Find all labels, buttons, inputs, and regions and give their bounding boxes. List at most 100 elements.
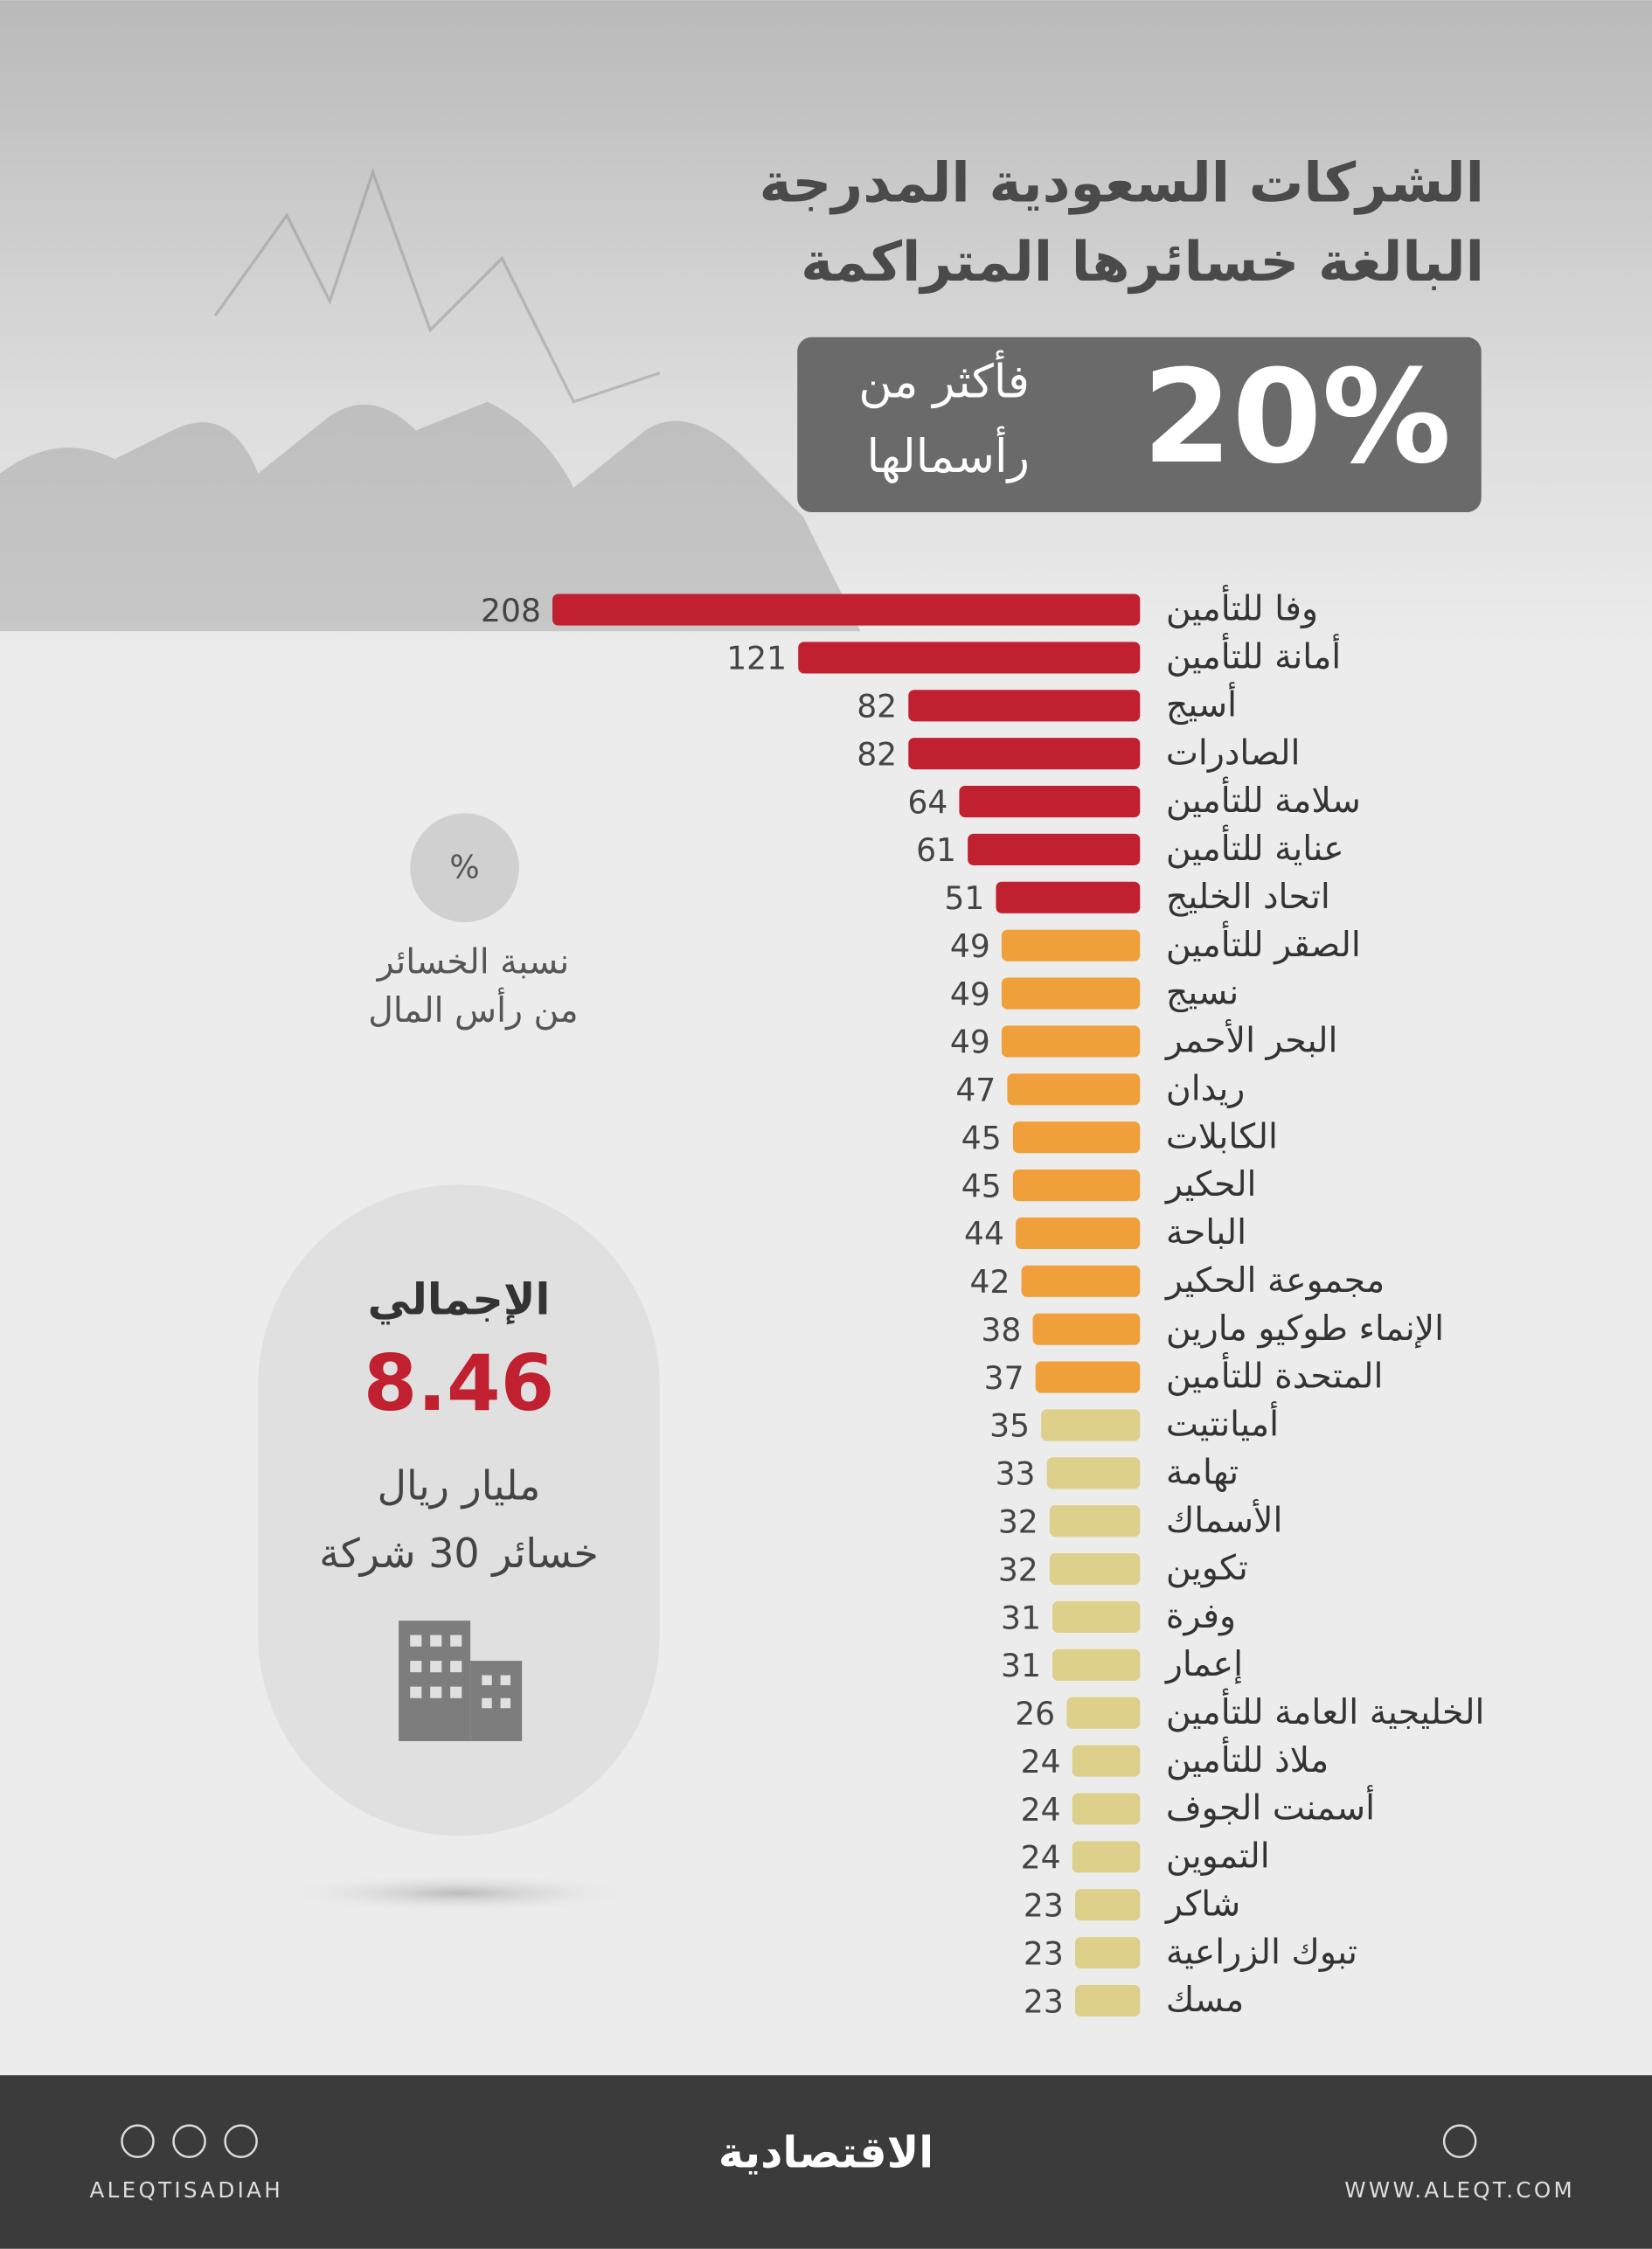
- value-label: 82: [857, 736, 897, 773]
- category-label: إعمار: [1164, 1644, 1243, 1684]
- bar-chart: 208 وفا للتأمين 121 أمانة للتأمين 82 أسيج 82 ال…: [481, 586, 1484, 2021]
- value-label: 44: [964, 1216, 1004, 1253]
- title-line: الشركات السعودية المدرجة: [760, 151, 1484, 215]
- value-label: 208: [481, 593, 541, 629]
- bar: [996, 881, 1141, 913]
- value-label: 23: [1024, 1983, 1064, 2020]
- header-background: [0, 0, 1652, 660]
- category-label: شاكر: [1164, 1884, 1240, 1924]
- category-label: عناية للتأمين: [1166, 825, 1344, 869]
- value-label: 61: [916, 832, 956, 869]
- value-label: 24: [1021, 1744, 1061, 1780]
- value-label: 51: [944, 880, 984, 917]
- category-label: تهامة: [1166, 1452, 1239, 1492]
- bar: [1072, 1841, 1141, 1873]
- bar: [1072, 1793, 1141, 1825]
- bar: [798, 642, 1141, 674]
- category-label: أسمنت الجوف: [1166, 1786, 1375, 1829]
- total-shadow: [272, 1872, 646, 1913]
- category-label: نسيج: [1166, 973, 1239, 1013]
- value-label: 32: [998, 1503, 1038, 1540]
- category-label: ملاذ للتأمين: [1166, 1737, 1329, 1780]
- bar: [1012, 1121, 1141, 1154]
- value-label: 32: [998, 1551, 1038, 1588]
- bar: [1001, 977, 1141, 1010]
- category-label: وفرة: [1166, 1596, 1236, 1636]
- value-label: 31: [1001, 1600, 1041, 1636]
- value-label: 64: [907, 784, 947, 821]
- value-label: 23: [1024, 1935, 1064, 1972]
- value-label: 24: [1021, 1840, 1061, 1877]
- footer: [0, 2075, 1652, 2249]
- value-label: 42: [970, 1264, 1010, 1301]
- bar: [1032, 1313, 1141, 1345]
- value-label: 33: [996, 1456, 1036, 1493]
- value-label: 49: [950, 976, 990, 1013]
- category-label: الإنماء طوكيو مارين: [1166, 1308, 1444, 1349]
- bar: [1021, 1265, 1141, 1297]
- bar: [1052, 1649, 1141, 1681]
- bar: [1001, 929, 1141, 961]
- total-value: 8.46: [364, 1338, 555, 1428]
- value-label: 121: [726, 641, 787, 677]
- bar: [1066, 1697, 1141, 1729]
- highlight-text: فأكثر من: [858, 351, 1030, 409]
- bar: [1049, 1553, 1141, 1586]
- category-label: المتحدة للتأمين: [1166, 1353, 1384, 1397]
- value-label: 23: [1024, 1888, 1064, 1925]
- legend-symbol-circle: [410, 813, 519, 923]
- category-label: التموين: [1166, 1836, 1270, 1877]
- category-label: سلامة للتأمين: [1166, 777, 1361, 821]
- highlight-number: 20%: [1142, 342, 1451, 492]
- bar: [1049, 1505, 1141, 1538]
- bar: [1072, 1745, 1141, 1777]
- bar: [1074, 1937, 1141, 1969]
- bar: [1074, 1889, 1141, 1921]
- value-label: 24: [1021, 1792, 1061, 1829]
- footer-handle: ALEQTISADIAH: [90, 2177, 283, 2203]
- value-label: 37: [984, 1360, 1024, 1397]
- social-icons: [121, 2124, 1477, 2158]
- value-label: 45: [961, 1168, 1002, 1204]
- value-label: 35: [989, 1408, 1030, 1445]
- value-label: 49: [950, 1024, 990, 1061]
- category-label: الأسماك: [1166, 1498, 1283, 1540]
- bar: [968, 833, 1141, 865]
- legend-symbol: %: [449, 849, 479, 885]
- bar: [1035, 1361, 1141, 1393]
- bar: [959, 785, 1141, 818]
- value-label: 45: [961, 1120, 1002, 1156]
- category-label: مجموعة الحكير: [1164, 1260, 1385, 1301]
- value-label: 47: [955, 1072, 996, 1109]
- bar: [1041, 1409, 1141, 1441]
- photo-silhouettes: [0, 168, 861, 632]
- category-label: الحكير: [1164, 1164, 1257, 1204]
- bar: [1052, 1600, 1141, 1634]
- bar: [908, 690, 1141, 722]
- bar: [1001, 1025, 1141, 1058]
- bar: [1016, 1217, 1141, 1249]
- category-label: ريدان: [1166, 1068, 1245, 1108]
- bar: [552, 593, 1141, 626]
- bar: [1074, 1984, 1141, 2017]
- category-label: تبوك الزراعية: [1166, 1932, 1357, 1972]
- value-label: 26: [1015, 1696, 1055, 1732]
- category-label: أمانة للتأمين: [1166, 634, 1341, 677]
- highlight-text: رأسمالها: [867, 426, 1030, 483]
- category-label: اتحاد الخليج: [1166, 877, 1330, 917]
- category-label: أميانتيت: [1166, 1402, 1279, 1445]
- category-label: الصادرات: [1166, 732, 1301, 773]
- category-label: وفا للتأمين: [1166, 586, 1318, 629]
- highlight-box: [797, 337, 1482, 512]
- category-label: الصقر للتأمين: [1166, 921, 1361, 965]
- total-unit: مليار ريال: [378, 1462, 541, 1510]
- category-label: الكابلات: [1166, 1116, 1278, 1156]
- value-label: 49: [950, 928, 990, 965]
- legend-text: نسبة الخسائر: [376, 941, 570, 982]
- total-note: خسائر 30 شركة: [319, 1530, 598, 1578]
- category-label: الباحة: [1166, 1212, 1246, 1253]
- bar: [908, 738, 1141, 770]
- footer-logo: الاقتصادية: [718, 2128, 934, 2178]
- category-label: مسك: [1166, 1980, 1244, 2020]
